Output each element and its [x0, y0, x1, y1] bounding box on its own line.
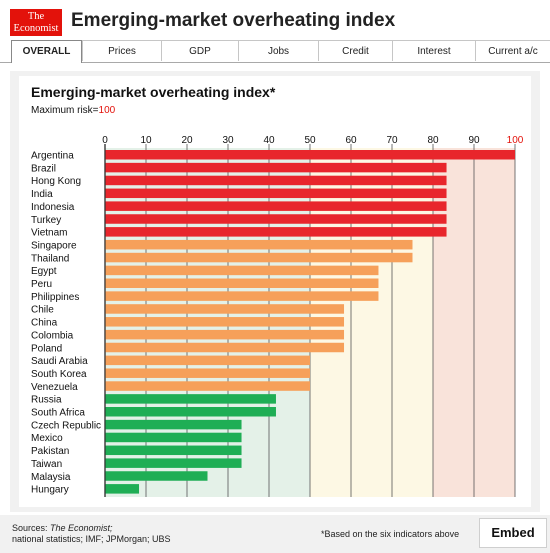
x-tick-label-10: 10 [140, 135, 152, 146]
bar-hungary [105, 484, 140, 494]
bar-thailand [105, 252, 413, 263]
bar-hong-kong [105, 175, 447, 186]
category-label-brazil: Brazil [31, 163, 56, 174]
tab-credit[interactable]: Credit [318, 40, 392, 61]
bar-mexico [105, 432, 242, 443]
bar-turkey [105, 214, 447, 224]
bar-czech-republic [105, 419, 242, 430]
tab-gdp[interactable]: GDP [161, 40, 238, 61]
x-tick-label-20: 20 [181, 135, 193, 146]
bar-philippines [105, 291, 379, 301]
bar-south-korea [105, 368, 310, 378]
category-label-egypt: Egypt [31, 266, 57, 277]
category-label-pakistan: Pakistan [31, 446, 69, 457]
category-label-mexico: Mexico [31, 433, 63, 444]
tab-bar: OVERALL Prices GDP Jobs Credit Interest … [0, 40, 550, 63]
bar-malaysia [105, 471, 208, 481]
x-tick-label-100: 100 [507, 135, 524, 146]
bar-china [105, 317, 345, 327]
bar-poland [105, 342, 345, 353]
category-label-hong-kong: Hong Kong [31, 176, 81, 187]
economist-logo[interactable]: The Economist [10, 9, 62, 36]
tab-current-account[interactable]: Current a/c [475, 40, 550, 61]
bar-indonesia [105, 201, 447, 211]
tab-interest[interactable]: Interest [392, 40, 475, 61]
category-label-chile: Chile [31, 305, 54, 316]
x-tick-label-30: 30 [222, 135, 234, 146]
category-label-singapore: Singapore [31, 240, 77, 251]
footer: Sources: The Economist; national statist… [0, 515, 550, 553]
bar-south-africa [105, 407, 276, 417]
sources-publication: The Economist; [50, 523, 113, 533]
sources: Sources: The Economist; national statist… [12, 523, 171, 545]
category-label-turkey: Turkey [31, 215, 61, 226]
sources-label: Sources: [12, 523, 51, 533]
category-label-indonesia: Indonesia [31, 202, 75, 213]
bar-colombia [105, 329, 345, 340]
bar-taiwan [105, 458, 242, 468]
category-label-peru: Peru [31, 279, 52, 290]
tab-jobs[interactable]: Jobs [238, 40, 318, 61]
header: The Economist Emerging-market overheatin… [0, 0, 550, 40]
bar-singapore [105, 239, 413, 250]
bar-india [105, 188, 447, 199]
chart-title: Emerging-market overheating index* [31, 84, 276, 100]
category-label-vietnam: Vietnam [31, 228, 68, 239]
category-label-south-africa: South Africa [31, 408, 85, 419]
x-tick-label-80: 80 [427, 135, 439, 146]
logo-line1: The [27, 11, 45, 22]
tab-overall[interactable]: OVERALL [11, 40, 82, 63]
category-label-thailand: Thailand [31, 253, 69, 264]
category-label-philippines: Philippines [31, 292, 79, 303]
category-label-argentina: Argentina [31, 151, 74, 162]
bar-argentina [105, 150, 515, 160]
bar-egypt [105, 265, 379, 276]
category-label-india: India [31, 189, 53, 200]
bar-russia [105, 394, 276, 404]
subtitle-prefix: Maximum risk= [31, 105, 99, 116]
category-label-hungary: Hungary [31, 485, 69, 496]
category-label-saudi-arabia: Saudi Arabia [31, 356, 88, 367]
bar-saudi-arabia [105, 355, 310, 366]
category-label-south-korea: South Korea [31, 369, 87, 380]
subtitle-value: 100 [98, 105, 116, 116]
category-label-russia: Russia [31, 395, 62, 406]
bar-pakistan [105, 445, 242, 456]
x-tick-label-50: 50 [304, 135, 316, 146]
logo-line2: Economist [13, 22, 59, 34]
tab-prices[interactable]: Prices [82, 40, 161, 61]
bar-venezuela [105, 381, 310, 391]
bar-chile [105, 304, 345, 314]
x-tick-label-0: 0 [102, 135, 108, 146]
app-title: Emerging-market overheating index [71, 10, 396, 31]
category-label-taiwan: Taiwan [31, 459, 62, 470]
category-label-china: China [31, 318, 58, 329]
category-label-malaysia: Malaysia [31, 472, 71, 483]
x-tick-label-60: 60 [345, 135, 357, 146]
x-tick-label-70: 70 [386, 135, 398, 146]
category-label-venezuela: Venezuela [31, 382, 78, 393]
footnote: *Based on the six indicators above [321, 529, 460, 539]
bar-vietnam [105, 227, 447, 237]
sources-line2: national statistics; IMF; JPMorgan; UBS [12, 534, 171, 544]
category-label-colombia: Colombia [31, 330, 74, 341]
category-label-poland: Poland [31, 343, 62, 354]
bar-peru [105, 278, 379, 288]
x-tick-label-40: 40 [263, 135, 275, 146]
category-label-czech-republic: Czech Republic [31, 420, 101, 431]
bar-brazil [105, 162, 447, 173]
embed-button[interactable]: Embed [479, 518, 547, 548]
x-tick-label-90: 90 [468, 135, 480, 146]
chart-subtitle: Maximum risk=100 [31, 105, 115, 116]
